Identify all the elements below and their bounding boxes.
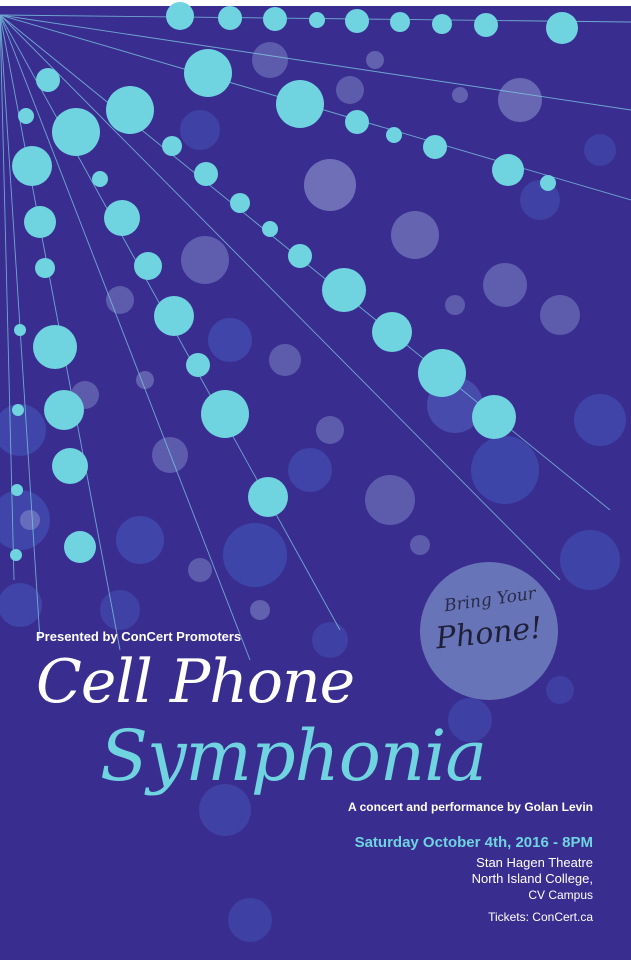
bring-your-phone-badge: Bring Your Phone! <box>420 562 558 700</box>
top-border <box>0 0 631 6</box>
tickets-info: Tickets: ConCert.ca <box>488 910 593 924</box>
bokeh-circles <box>0 42 626 942</box>
venue-campus: CV Campus <box>528 888 593 902</box>
venue-block: Stan Hagen Theatre North Island College,… <box>472 855 593 903</box>
event-date: Saturday October 4th, 2016 - 8PM <box>354 834 593 851</box>
venue-name: Stan Hagen Theatre <box>476 855 593 870</box>
performer-subtitle: A concert and performance by Golan Levin <box>348 800 593 814</box>
venue-college: North Island College, <box>471 871 593 886</box>
badge-line-2: Phone! <box>434 610 544 657</box>
cyan-beads <box>10 2 578 563</box>
title-line-1: Cell Phone <box>36 647 355 717</box>
presented-by: Presented by ConCert Promoters <box>36 629 242 644</box>
title-line-2: Symphonia <box>100 715 487 797</box>
